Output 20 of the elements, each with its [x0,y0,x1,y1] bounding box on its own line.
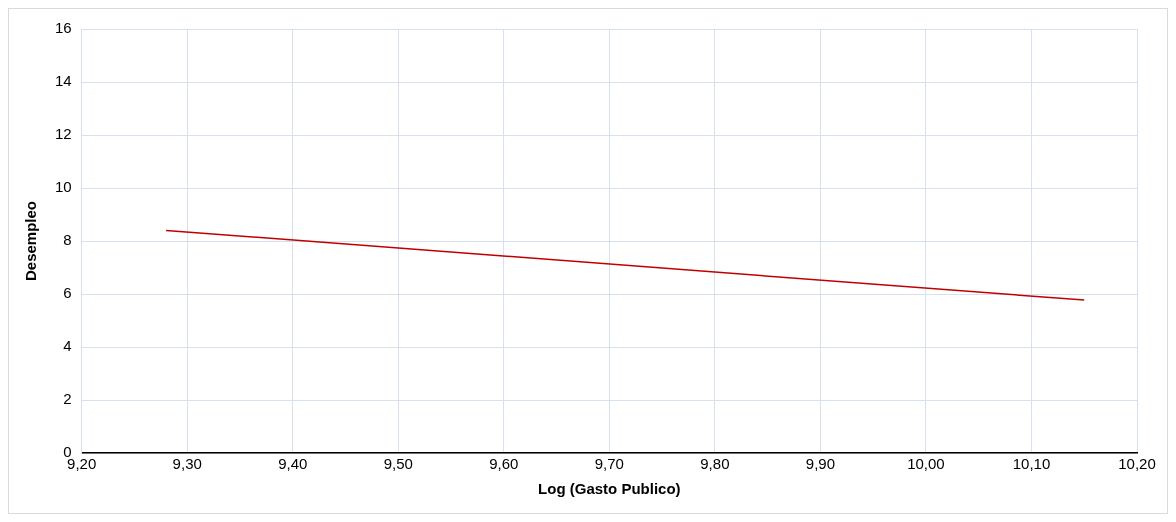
x-tick-label: 10,20 [1118,455,1156,473]
y-tick-label: 4 [63,337,72,355]
x-tick-label: 9,90 [805,455,836,473]
y-tick-label: 12 [55,125,72,143]
x-tick-label: 9,50 [383,455,413,473]
x-tick-label: 9,40 [278,455,308,473]
x-tick-label: 10,10 [1012,455,1051,473]
y-tick-label: 10 [55,178,72,196]
y-tick-label: 2 [63,390,72,408]
x-tick-label: 9,70 [594,455,624,473]
x-tick-label: 9,30 [172,455,202,473]
x-tick-label: 10,00 [907,455,945,473]
x-axis-title: Log (Gasto Publico) [538,480,681,498]
y-axis-title: Desempleo [22,200,40,282]
y-tick-label: 16 [55,19,72,37]
x-tick-label: 9,60 [489,455,519,473]
y-tick-label: 14 [55,72,72,90]
y-tick-label: 6 [63,284,72,302]
x-tick-label: 9,80 [700,455,730,473]
y-tick-label: 8 [63,231,72,249]
